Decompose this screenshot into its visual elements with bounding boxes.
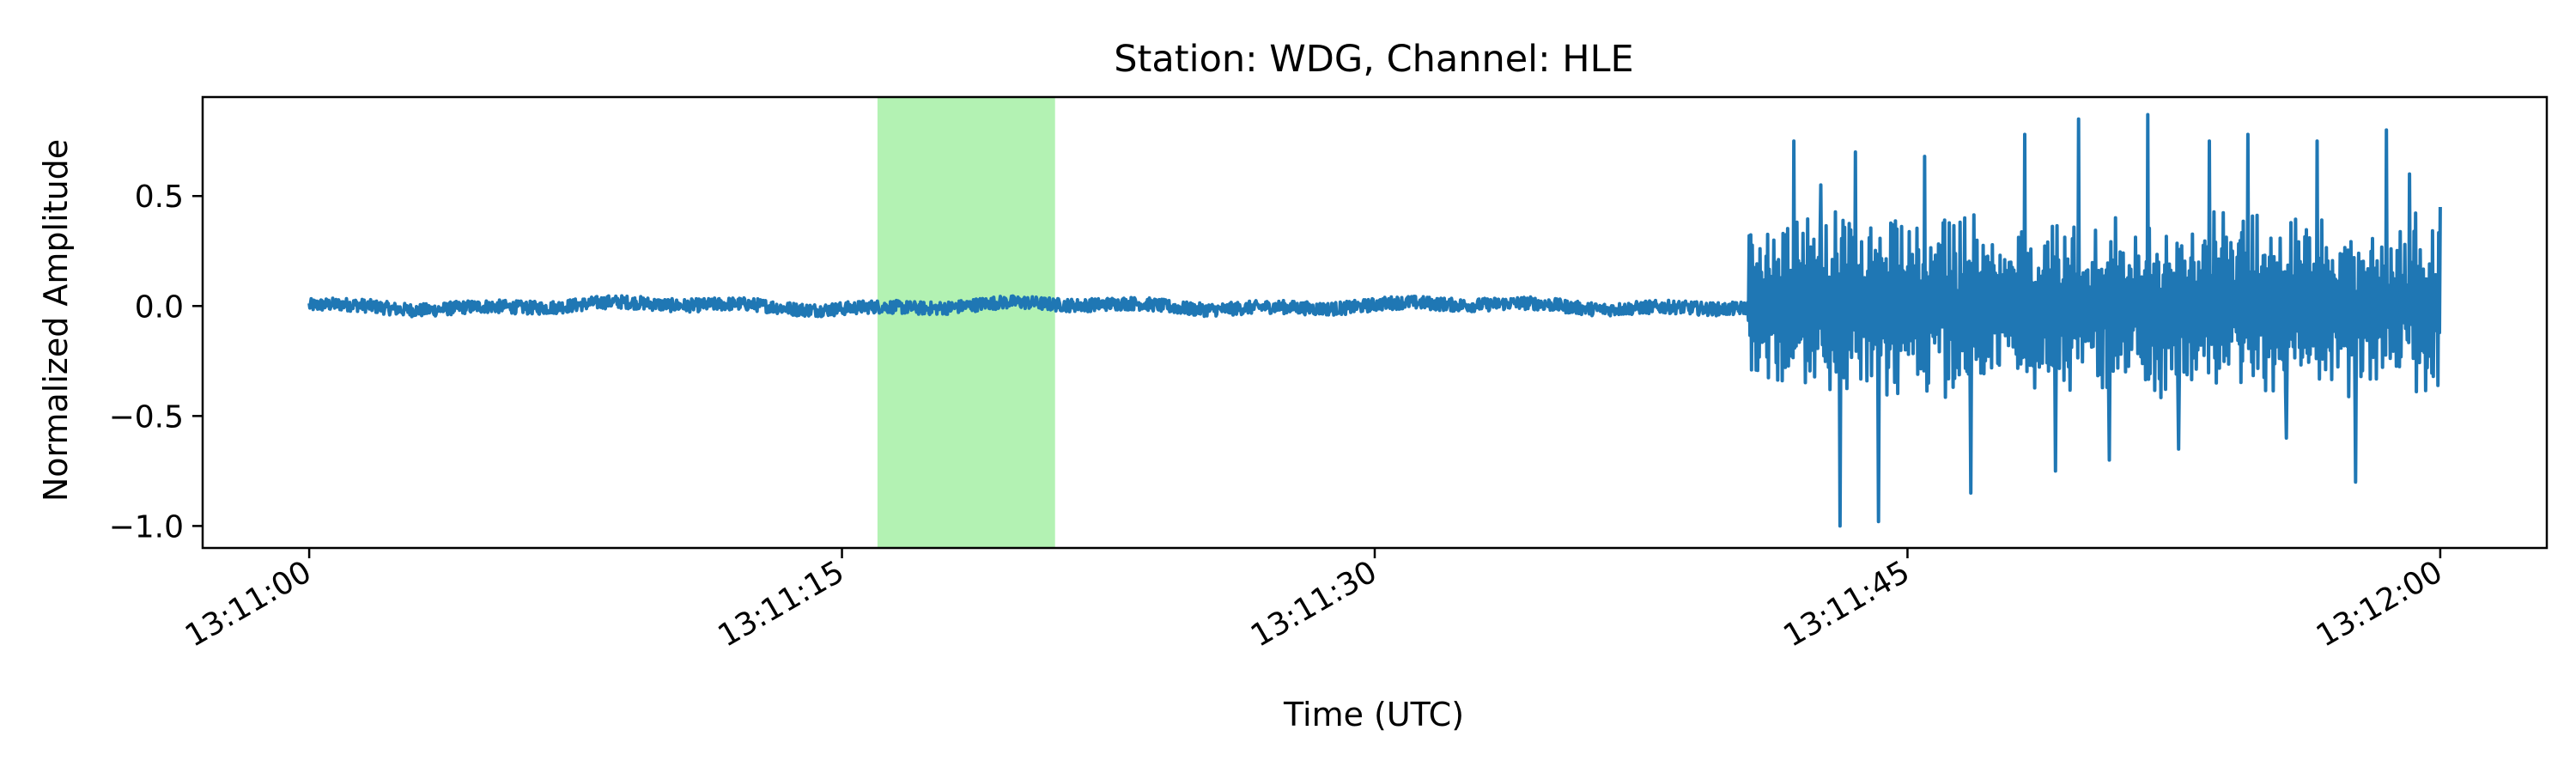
x-tick-label: 13:11:00: [179, 554, 318, 654]
plot-area: [201, 95, 2549, 550]
y-axis-label: Normalized Amplitude: [37, 139, 75, 502]
y-tick-label: −1.0: [109, 509, 184, 545]
y-tick-label: 0.0: [135, 289, 184, 325]
x-axis-label: Time (UTC): [1283, 696, 1464, 733]
x-tick-label: 13:12:00: [2311, 554, 2449, 654]
x-tick-label: 13:11:45: [1777, 554, 1916, 654]
waveform-line: [307, 113, 2442, 528]
highlight-window: [877, 97, 1055, 548]
y-tick-label: 0.5: [135, 180, 184, 215]
y-axis: −1.0 −0.5 0.0 0.5: [109, 180, 203, 545]
x-tick-label: 13:11:15: [713, 554, 851, 654]
y-tick-label: −0.5: [109, 399, 184, 435]
chart-title: Station: WDG, Channel: HLE: [1114, 38, 1633, 81]
x-axis: 13:11:00 13:11:15 13:11:30 13:11:45 13:12:00: [179, 548, 2448, 654]
x-tick-label: 13:11:30: [1245, 554, 1383, 654]
